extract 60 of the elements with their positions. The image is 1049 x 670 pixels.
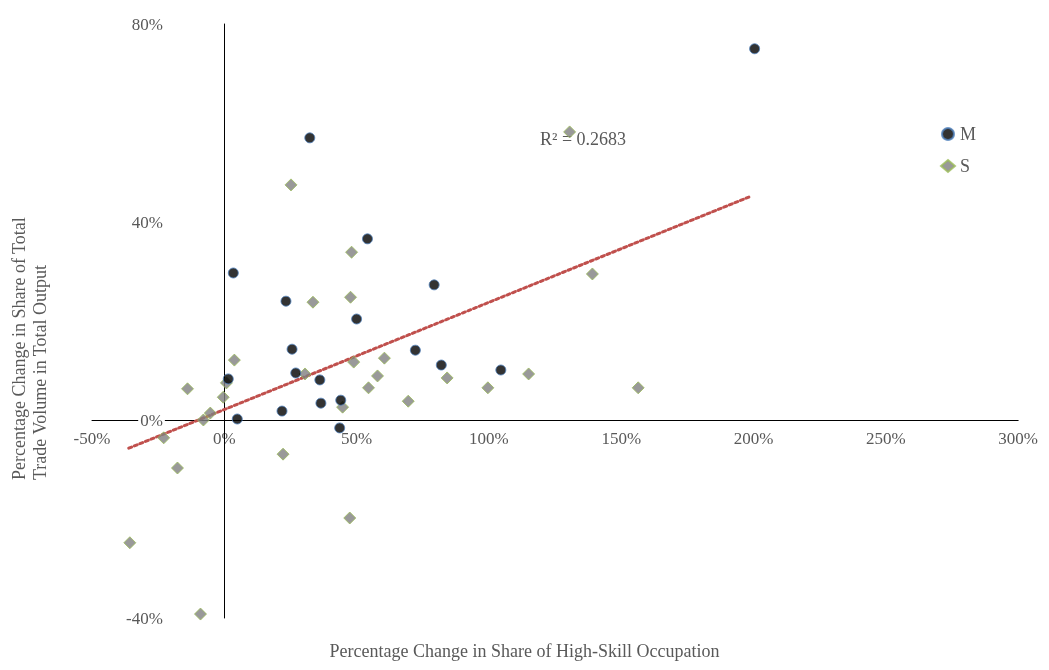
- x-tick-label: 50%: [341, 429, 373, 448]
- point: [344, 290, 358, 304]
- x-tick-label: -50%: [73, 429, 111, 448]
- x-tick-label: 250%: [866, 429, 906, 448]
- point: [227, 353, 241, 367]
- x-tick-label: 100%: [469, 429, 509, 448]
- point: [440, 371, 454, 385]
- y-tick-label: 0%: [140, 410, 163, 430]
- x-axis-title: Percentage Change in Share of High-Skill Occupation: [329, 641, 720, 661]
- point: [522, 367, 536, 381]
- legend-label: S: [960, 156, 971, 176]
- point: [351, 313, 363, 325]
- point: [435, 359, 447, 371]
- point: [196, 413, 210, 427]
- point: [335, 394, 347, 406]
- y-tick-label: -40%: [126, 608, 163, 628]
- point: [401, 394, 415, 408]
- point: [276, 447, 290, 461]
- x-tick-label: 200%: [733, 429, 774, 448]
- point: [286, 343, 298, 355]
- y-tick-label: 80%: [131, 14, 163, 34]
- point: [428, 279, 440, 291]
- point: [481, 381, 495, 395]
- point: [227, 267, 239, 279]
- point: [749, 43, 761, 55]
- point: [276, 405, 288, 417]
- point: [409, 344, 421, 356]
- point: [631, 381, 645, 395]
- point: [290, 367, 302, 379]
- annotation: R² = 0.2683: [540, 129, 627, 149]
- y-axis-title: Percentage Change in Share of Total Trade Volume in Total Output: [8, 212, 50, 480]
- point: [280, 295, 292, 307]
- legend-label: M: [960, 124, 977, 144]
- x-tick-label: 300%: [998, 429, 1039, 448]
- point: [157, 431, 171, 445]
- point: [345, 245, 359, 259]
- point: [304, 132, 316, 144]
- point: [306, 295, 320, 309]
- point: [585, 267, 599, 281]
- point: [216, 390, 230, 404]
- point: [347, 355, 361, 369]
- point: [377, 351, 391, 365]
- point: [181, 382, 195, 396]
- point: [362, 381, 376, 395]
- point: [334, 422, 346, 434]
- y-tick-label: 40%: [131, 212, 163, 232]
- point: [193, 607, 207, 621]
- point: [123, 536, 137, 550]
- point: [315, 397, 327, 409]
- point: [361, 233, 373, 245]
- point: [495, 364, 507, 376]
- point: [314, 374, 326, 386]
- point: [222, 373, 234, 385]
- point: [343, 511, 357, 525]
- point: [371, 369, 385, 383]
- point: [284, 178, 298, 192]
- point: [203, 406, 217, 420]
- point: [170, 461, 184, 475]
- x-tick-label: 150%: [601, 429, 642, 448]
- point: [231, 413, 243, 425]
